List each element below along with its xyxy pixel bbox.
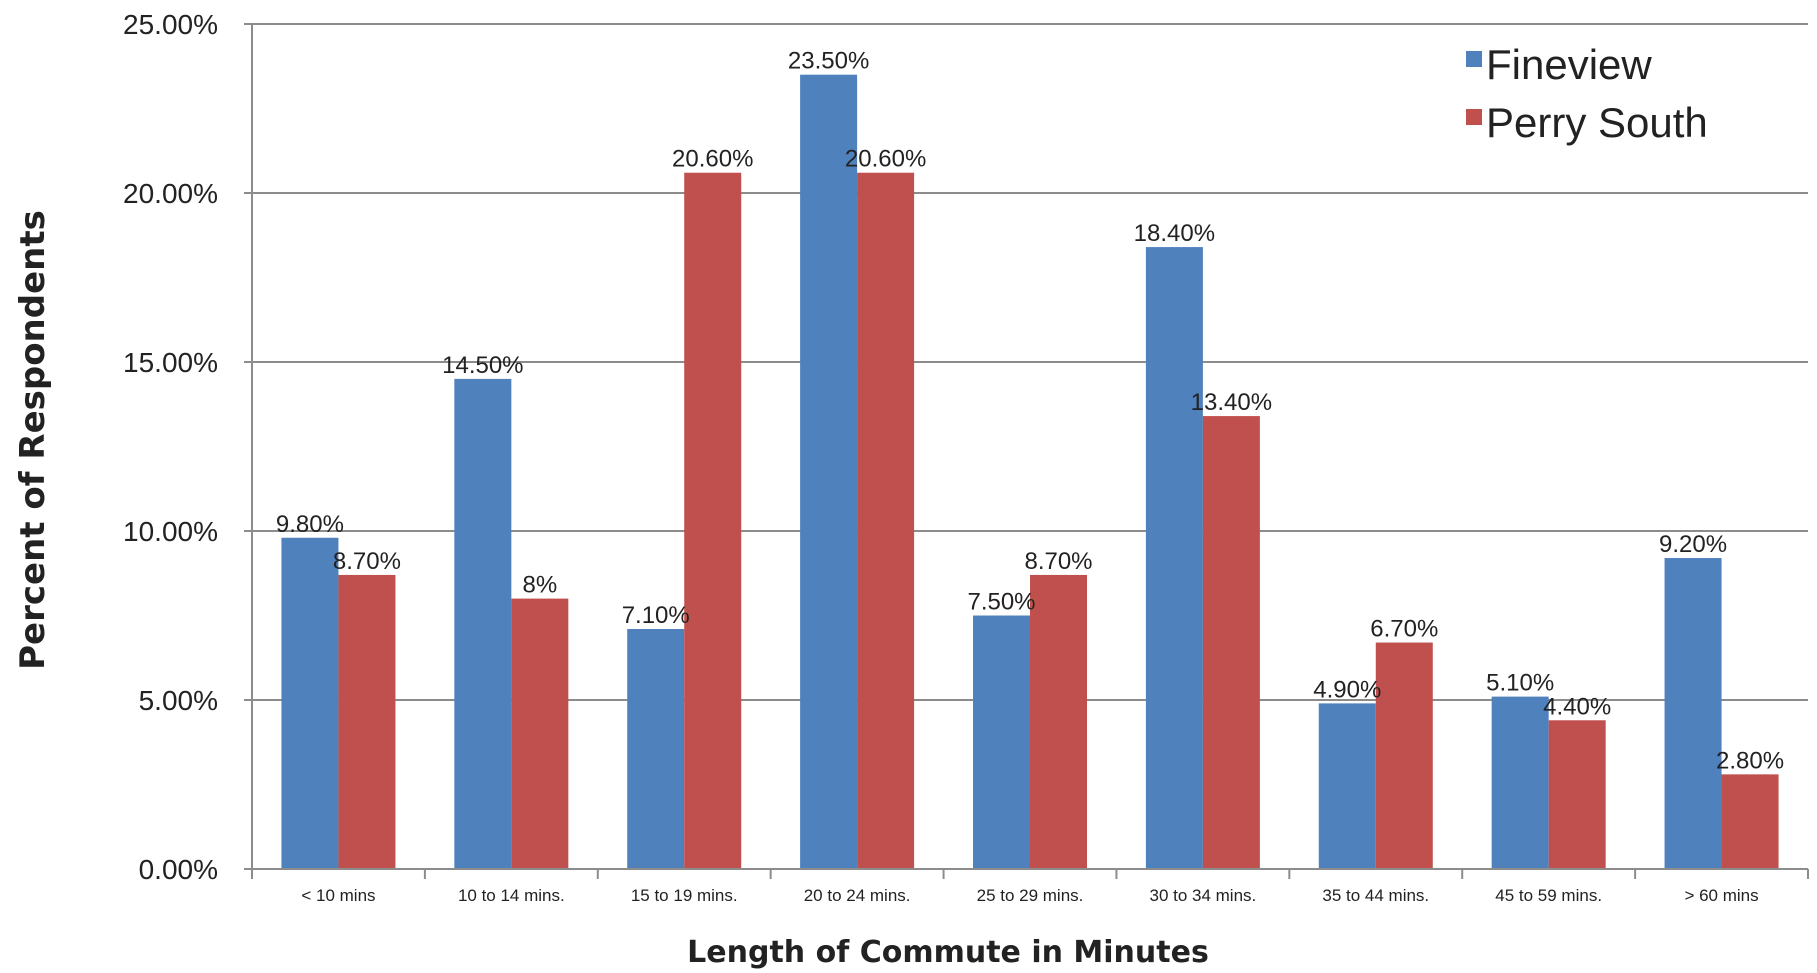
x-tick-label: 30 to 34 mins. xyxy=(1149,886,1256,905)
bar-fineview xyxy=(1318,703,1376,869)
x-tick-label: < 10 mins xyxy=(301,886,375,905)
bar-perry-south xyxy=(1375,642,1433,869)
bar-fineview xyxy=(1145,247,1203,869)
x-tick-label: 25 to 29 mins. xyxy=(977,886,1084,905)
data-label: 2.80% xyxy=(1716,747,1784,774)
data-label: 9.80% xyxy=(276,511,344,538)
bar-fineview xyxy=(454,378,512,869)
bar-fineview xyxy=(627,629,685,869)
y-tick-label: 0.00% xyxy=(139,854,218,885)
data-label: 13.40% xyxy=(1191,389,1272,416)
data-label: 8% xyxy=(522,572,557,599)
data-labels: 9.80% 8.70% 14.50% 8% 7.10% 20.60% 23.50% 20.60… xyxy=(276,48,1784,775)
bars xyxy=(281,74,1779,870)
bar-fineview xyxy=(281,537,339,869)
legend-label: Fineview xyxy=(1486,41,1652,88)
y-tick-label: 25.00% xyxy=(123,9,218,40)
bar-perry-south xyxy=(1202,416,1260,869)
bar-perry-south xyxy=(857,172,915,870)
bar-perry-south xyxy=(684,172,742,870)
data-label: 20.60% xyxy=(845,146,926,173)
x-tick-label: > 60 mins xyxy=(1684,886,1758,905)
bar-perry-south xyxy=(1721,774,1779,869)
bar-fineview xyxy=(1664,558,1722,869)
bar-fineview xyxy=(800,74,858,869)
data-label: 7.10% xyxy=(622,602,690,629)
legend-label: Perry South xyxy=(1486,99,1708,146)
data-label: 5.10% xyxy=(1486,670,1554,697)
y-tick-label: 5.00% xyxy=(139,685,218,716)
y-tick-label: 20.00% xyxy=(123,178,218,209)
bar-perry-south xyxy=(1548,720,1606,869)
data-label: 23.50% xyxy=(788,48,869,75)
data-label: 9.20% xyxy=(1659,531,1727,558)
y-axis-title: Percent of Respondents xyxy=(13,210,53,670)
bar-perry-south xyxy=(511,598,569,869)
legend: Fineview Perry South xyxy=(1466,41,1708,146)
data-label: 14.50% xyxy=(442,352,523,379)
y-tick-label: 15.00% xyxy=(123,347,218,378)
bar-perry-south xyxy=(1030,574,1087,869)
data-label: 18.40% xyxy=(1134,220,1215,247)
bar-fineview xyxy=(973,615,1030,869)
data-label: 6.70% xyxy=(1370,616,1438,643)
data-label: 4.90% xyxy=(1313,676,1381,703)
x-tick-label: 20 to 24 mins. xyxy=(804,886,911,905)
x-tick-label: 10 to 14 mins. xyxy=(458,886,565,905)
y-tick-label: 10.00% xyxy=(123,516,218,547)
axes: 0.00% 5.00% 10.00% 15.00% 20.00% 25.00% < 10 m… xyxy=(123,9,1809,905)
legend-swatch xyxy=(1466,51,1482,67)
data-label: 4.40% xyxy=(1543,693,1611,720)
x-axis-title: Length of Commute in Minutes xyxy=(687,935,1209,970)
bar-fineview xyxy=(1491,696,1549,869)
legend-swatch xyxy=(1466,109,1482,125)
bar-perry-south xyxy=(338,574,396,869)
data-label: 20.60% xyxy=(672,146,753,173)
data-label: 8.70% xyxy=(333,548,401,575)
x-tick-label: 15 to 19 mins. xyxy=(631,886,738,905)
data-label: 7.50% xyxy=(967,589,1035,616)
x-tick-label: 35 to 44 mins. xyxy=(1322,886,1429,905)
x-tick-label: 45 to 59 mins. xyxy=(1495,886,1602,905)
data-label: 8.70% xyxy=(1024,548,1092,575)
